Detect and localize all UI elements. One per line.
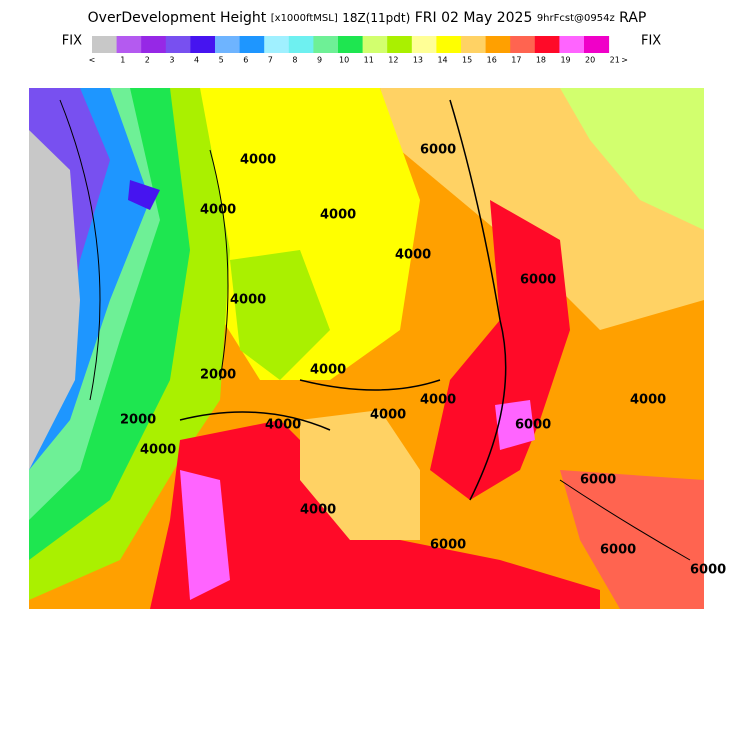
title-part: 9hrFcst@0954z <box>537 13 615 24</box>
colorbar-swatch <box>510 36 536 53</box>
colorbar-label: 16 <box>487 56 497 65</box>
contour-label: 6000 <box>520 273 556 288</box>
colorbar-label: 19 <box>560 56 570 65</box>
contour-label: 4000 <box>320 208 356 223</box>
colorbar-label: 6 <box>243 56 248 65</box>
contour-label: 2000 <box>120 413 156 428</box>
colorbar-swatch <box>362 36 388 53</box>
contour-label: 6000 <box>600 543 636 558</box>
colorbar-swatch <box>559 36 585 53</box>
title: OverDevelopment Height [x1000ftMSL] 18Z(… <box>88 10 647 26</box>
colorbar: FIX FIX< 1 2 3 4 5 6 7 8 9 10 11 12 13 14 15 16 17 18 19 20 21… <box>62 34 662 65</box>
contour-label: 4000 <box>200 203 236 218</box>
field-patch <box>430 200 570 500</box>
colorbar-label: 14 <box>437 56 447 65</box>
colorbar-label: 8 <box>292 56 297 65</box>
contour <box>179 99 507 501</box>
colorbar-swatch <box>288 36 314 53</box>
title-part: OverDevelopment Height <box>88 10 267 26</box>
contour-label: 6000 <box>580 473 616 488</box>
contour-label: 4000 <box>140 443 176 458</box>
colorbar-label: 3 <box>169 56 174 65</box>
colorbar-label: 11 <box>364 56 374 65</box>
colorbar-label: 7 <box>268 56 273 65</box>
colorbar-label: 10 <box>339 56 349 65</box>
contour-label: 4000 <box>370 408 406 423</box>
contour-label: 4000 <box>240 153 276 168</box>
contour <box>59 99 691 561</box>
colorbar-label: 9 <box>317 56 322 65</box>
colorbar-swatch <box>215 36 241 53</box>
colorbar-label: 1 <box>120 56 125 65</box>
field-patch <box>560 470 704 609</box>
colorbar-label: 12 <box>388 56 398 65</box>
colorbar-swatch <box>92 36 118 53</box>
title-part: FRI 02 May 2025 <box>415 10 533 26</box>
field-patch <box>300 410 420 540</box>
contour-label: 4000 <box>395 248 431 263</box>
colorbar-swatch <box>534 36 560 53</box>
colorbar-swatch <box>436 36 462 53</box>
field-patch <box>180 470 230 600</box>
colorbar-label: 5 <box>219 56 224 65</box>
title-part: 18Z(11pdt) <box>342 11 410 25</box>
contour-label: 4000 <box>630 393 666 408</box>
map: 4000 4000 6000 4000 2000 4000 2000 4000 … <box>29 88 726 609</box>
field-patch <box>150 420 600 609</box>
title-part: RAP <box>619 10 646 26</box>
field-patch <box>495 400 535 450</box>
contour-label: 4000 <box>420 393 456 408</box>
contour-label: 6000 <box>420 143 456 158</box>
colorbar-swatch <box>338 36 364 53</box>
colorbar-label: 21 <box>610 56 620 65</box>
contour-label: 2000 <box>200 368 236 383</box>
colorbar-label: 18 <box>536 56 546 65</box>
field-patch <box>128 180 160 210</box>
colorbar-swatch <box>313 36 339 53</box>
field-patch <box>230 250 330 380</box>
colorbar-swatch <box>116 36 142 53</box>
colorbar-swatch <box>387 36 413 53</box>
colorbar-swatch <box>584 36 610 53</box>
contour-label: 4000 <box>230 293 266 308</box>
colorbar-swatch <box>165 36 191 53</box>
contour-label: 6000 <box>690 563 726 578</box>
colorbar-swatch <box>141 36 167 53</box>
colorbar-label: < <box>89 56 96 65</box>
contour-label: 4000 <box>265 418 301 433</box>
colorbar-label: 4 <box>194 56 199 65</box>
colorbar-label: 20 <box>585 56 595 65</box>
colorbar-label: 13 <box>413 56 423 65</box>
ocean <box>29 130 80 470</box>
title-part: [x1000ftMSL] <box>271 13 338 24</box>
colorbar-swatch <box>485 36 511 53</box>
colorbar-swatch <box>190 36 216 53</box>
contour-label: 4000 <box>310 363 346 378</box>
colorbar-label: 2 <box>145 56 150 65</box>
colorbar-swatch <box>411 36 437 53</box>
colorbar-end-label: FIX <box>62 34 82 49</box>
contour-label: 4000 <box>300 503 336 518</box>
colorbar-label: 17 <box>511 56 521 65</box>
colorbar-swatch <box>239 36 265 53</box>
colorbar-end-label: FIX <box>641 34 661 49</box>
colorbar-swatch <box>461 36 487 53</box>
colorbar-label: > <box>621 56 628 65</box>
colorbar-label: 15 <box>462 56 472 65</box>
field-patch <box>560 88 704 230</box>
colorbar-swatch <box>264 36 290 53</box>
contour-label: 6000 <box>430 538 466 553</box>
contour-label: 6000 <box>515 418 551 433</box>
